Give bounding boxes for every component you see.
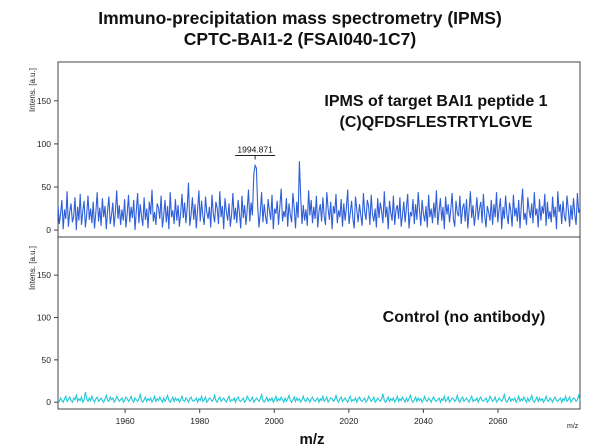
x-tick-label: 2020 [339,416,358,426]
x-tick-label: 1980 [190,416,209,426]
y-tick-label: 0 [46,397,51,407]
bottom-series-line [57,391,581,404]
bottom-panel-frame [57,236,581,410]
bottom-annotation-title: Control (no antibody) [383,309,546,326]
y-tick-label: 100 [37,312,51,322]
top-annotation-title: IPMS of target BAI1 peptide 1 [324,93,547,110]
x-tick-label: 1960 [116,416,135,426]
x-tick-label: 2040 [414,416,433,426]
x-axis-corner-label: m/z [567,423,579,430]
y-tick-label: 150 [37,96,51,106]
top-annotation-sequence: (C)QFDSFLESTRTYLGVE [340,114,533,131]
y-tick-label: 50 [42,182,52,192]
y-tick-label: 50 [42,355,52,365]
bottom-y-axis: 0 50 100 150 [37,270,58,407]
top-y-axis: 0 50 100 150 [37,96,58,235]
bottom-panel: 0 50 100 150 Intens. [a.u.] Control (no ant… [28,236,581,430]
y-tick-label: 100 [37,139,51,149]
x-axis: 1960 1980 2000 2020 2040 2060 [116,409,508,426]
x-tick-label: 2000 [265,416,284,426]
top-panel: 0 50 100 150 Intens. [a.u.] 1994.871 IPMS o… [28,61,581,238]
top-series-line [57,161,581,231]
x-tick-label: 2060 [489,416,508,426]
chart-subtitle: CPTC-BAI1-2 (FSAI040-1C7) [183,29,417,49]
chart-title: Immuno-precipitation mass spectrometry (… [98,8,502,28]
peak-label: 1994.871 [237,144,273,154]
y-tick-label: 150 [37,270,51,280]
x-axis-label: m/z [299,431,324,447]
top-y-axis-label: Intens. [a.u.] [28,68,37,112]
y-tick-label: 0 [46,225,51,235]
bottom-y-axis-label: Intens. [a.u.] [28,246,37,290]
